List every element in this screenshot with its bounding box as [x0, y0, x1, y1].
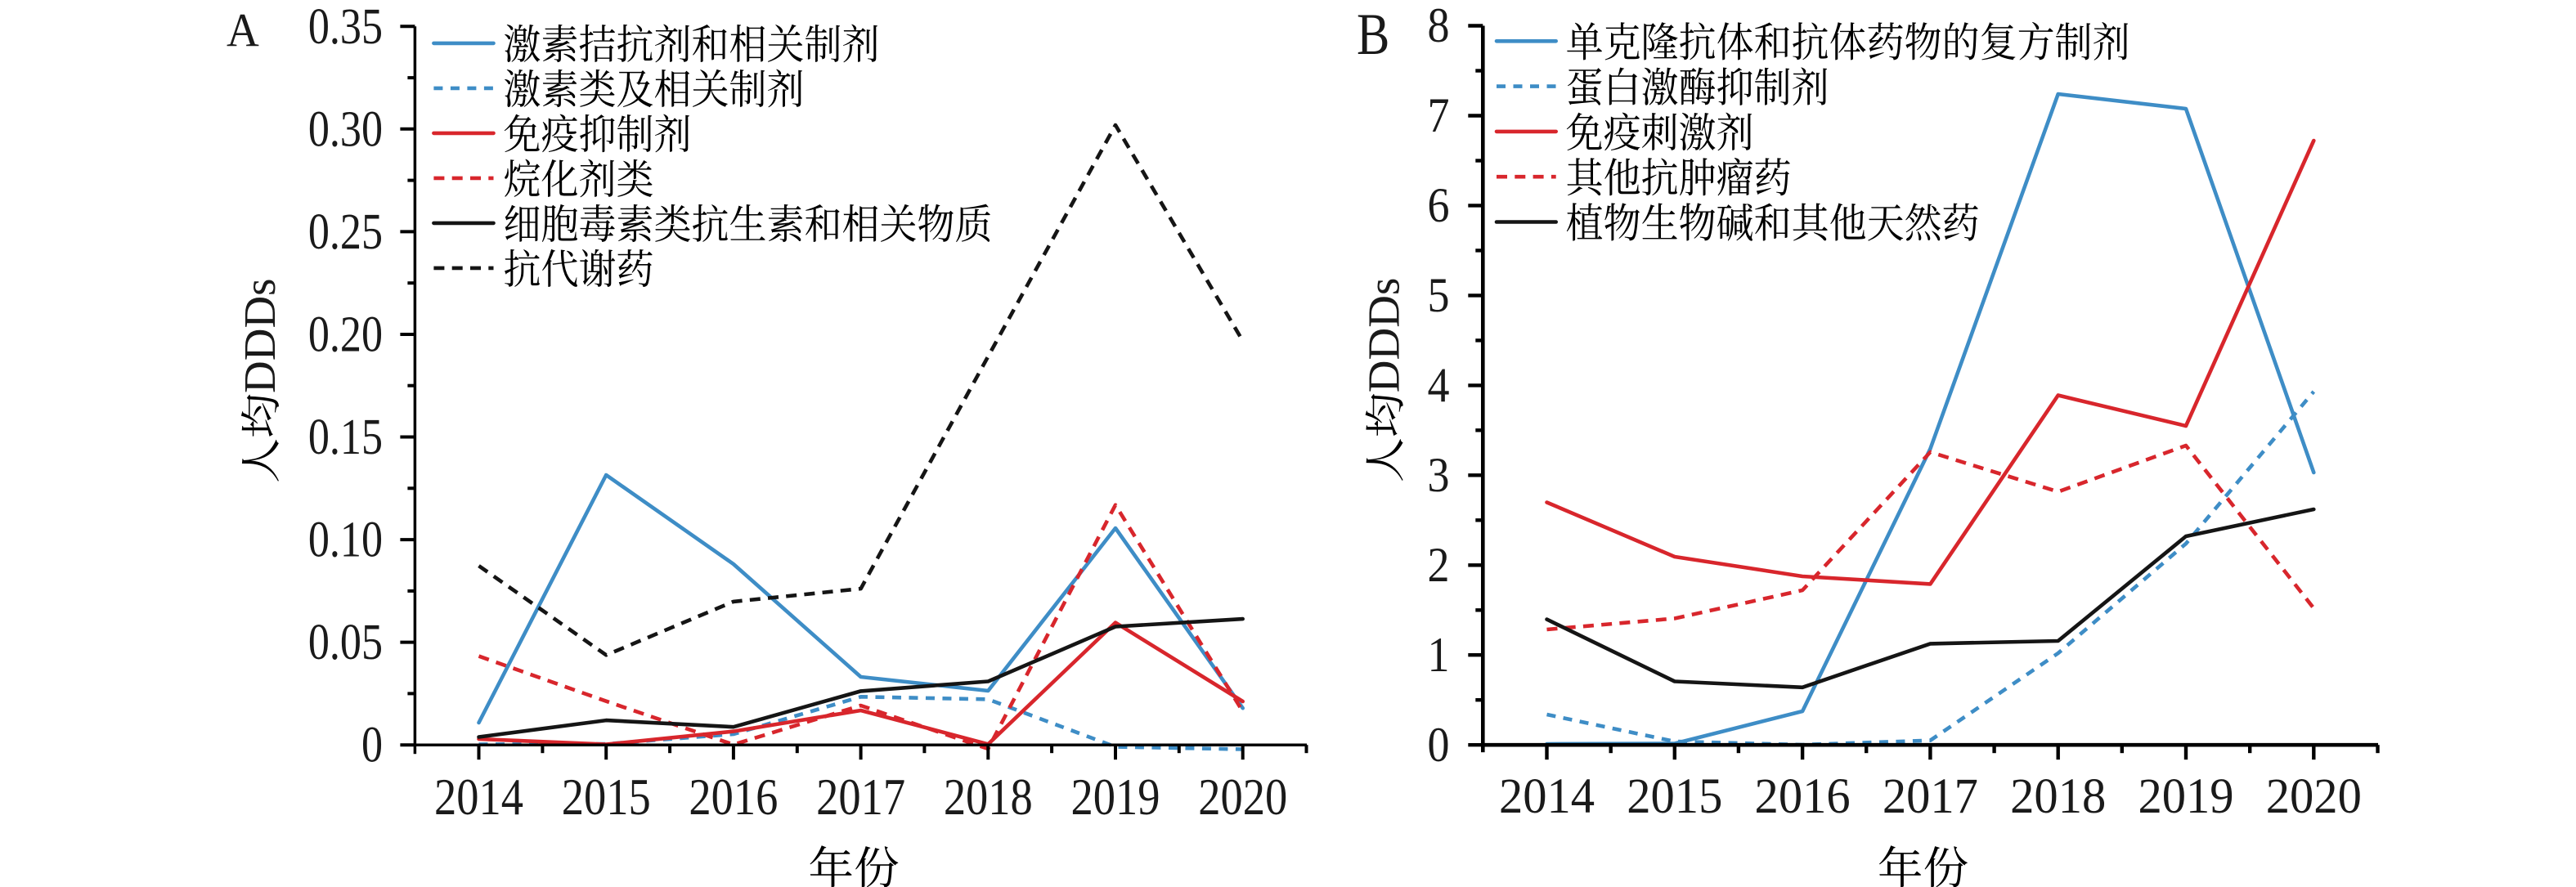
svg-text:0.30: 0.30: [308, 101, 383, 157]
svg-text:2018: 2018: [2010, 768, 2106, 823]
svg-text:A: A: [227, 5, 259, 57]
svg-text:DDDs: DDDs: [1359, 278, 1409, 393]
svg-text:2: 2: [1428, 538, 1450, 592]
svg-text:2016: 2016: [1755, 768, 1851, 823]
svg-text:2015: 2015: [1627, 768, 1722, 823]
svg-text:0.10: 0.10: [308, 512, 383, 567]
svg-text:0.25: 0.25: [308, 204, 383, 260]
svg-text:2017: 2017: [1883, 768, 1978, 823]
svg-text:6: 6: [1428, 178, 1450, 232]
svg-text:1: 1: [1428, 628, 1450, 682]
svg-text:B: B: [1357, 2, 1389, 67]
svg-text:0: 0: [361, 718, 383, 773]
svg-text:2014: 2014: [1499, 768, 1595, 823]
svg-text:DDDs: DDDs: [235, 278, 285, 393]
svg-text:0.20: 0.20: [308, 307, 383, 362]
svg-text:2017: 2017: [816, 768, 905, 826]
svg-text:5: 5: [1428, 268, 1450, 322]
svg-text:7: 7: [1428, 89, 1450, 143]
svg-text:0.05: 0.05: [308, 615, 383, 670]
svg-text:2019: 2019: [2138, 768, 2233, 823]
svg-text:4: 4: [1428, 358, 1450, 412]
svg-text:2020: 2020: [1198, 768, 1287, 826]
svg-text:2016: 2016: [689, 768, 778, 826]
svg-text:2020: 2020: [2266, 768, 2362, 823]
svg-text:2019: 2019: [1071, 768, 1160, 826]
svg-text:2015: 2015: [562, 768, 651, 826]
svg-text:0.15: 0.15: [308, 410, 383, 465]
svg-text:8: 8: [1428, 0, 1450, 53]
svg-text:2014: 2014: [434, 768, 523, 826]
svg-text:0.35: 0.35: [308, 0, 383, 55]
svg-text:0: 0: [1428, 718, 1450, 772]
svg-text:2018: 2018: [944, 768, 1033, 826]
svg-text:3: 3: [1428, 448, 1450, 502]
